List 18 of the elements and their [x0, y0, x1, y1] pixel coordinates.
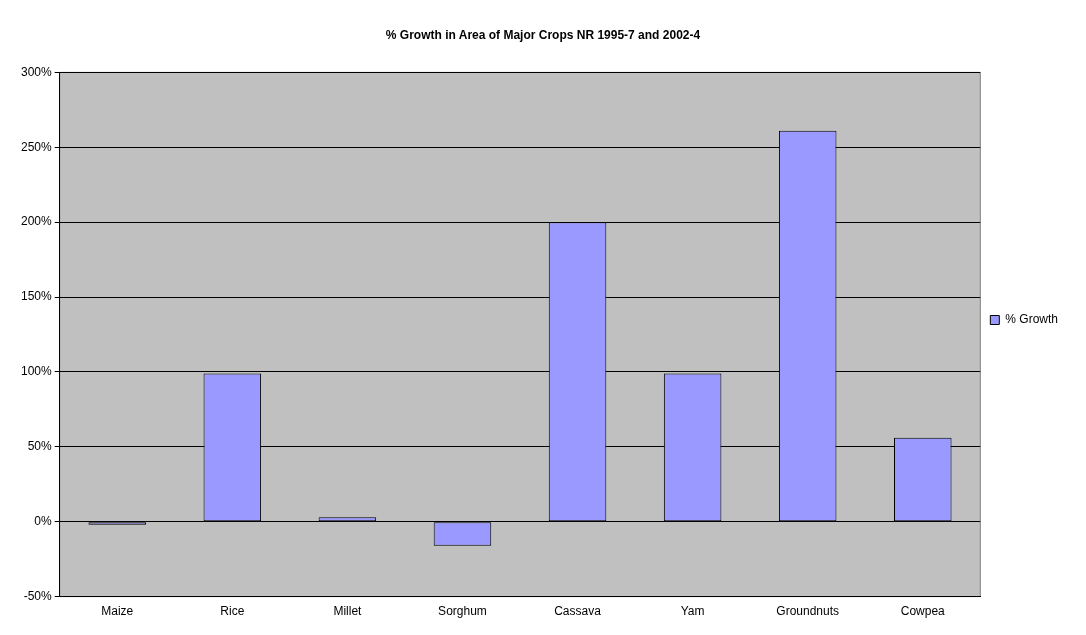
x-tick-label: Cassava: [554, 604, 602, 619]
y-tick-label: -50%: [23, 588, 53, 603]
legend-label: % Growth: [1005, 312, 1059, 327]
x-tick-label: Rice: [220, 604, 245, 619]
x-tick-label: Cowpea: [900, 604, 946, 619]
x-tick-label: Sorghum: [438, 604, 487, 619]
y-tick-label: 250%: [20, 139, 53, 154]
y-tick-label: 150%: [20, 289, 53, 304]
x-tick-label: Millet: [333, 604, 363, 619]
y-tick-label: 300%: [20, 64, 53, 79]
y-tick-label: 100%: [20, 364, 53, 379]
x-tick-label: Yam: [680, 604, 705, 619]
chart-title: % Growth in Area of Major Crops NR 1995-7 and 2002-4: [385, 27, 701, 42]
x-tick-label: Groundnuts: [776, 604, 840, 619]
y-tick-label: 0%: [34, 514, 53, 529]
y-tick-label: 200%: [20, 214, 53, 229]
y-tick-label: 50%: [27, 439, 53, 454]
x-tick-label: Maize: [101, 604, 134, 619]
